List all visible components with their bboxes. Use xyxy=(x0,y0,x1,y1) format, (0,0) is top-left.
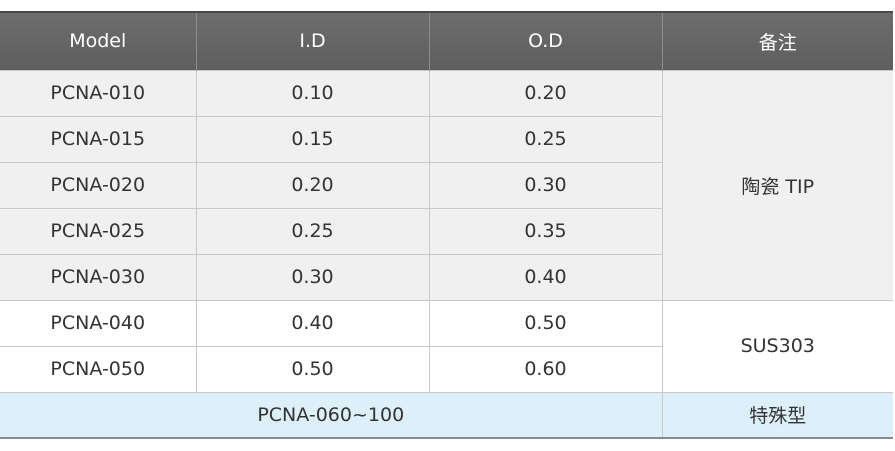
cell-id: 0.15 xyxy=(195,115,430,163)
table-row-special: PCNA-060~100 特殊型 xyxy=(0,391,893,439)
nozzle-spec-table: Model I.D O.D 备注 PCNA-010 0.10 0.20 陶瓷 T… xyxy=(0,11,893,439)
cell-model: PCNA-015 xyxy=(0,115,197,163)
cell-remark-ceramic: 陶瓷 TIP xyxy=(661,69,893,301)
cell-model: PCNA-025 xyxy=(0,207,197,255)
cell-od: 0.50 xyxy=(428,299,663,347)
cell-id: 0.40 xyxy=(195,299,430,347)
cell-model: PCNA-020 xyxy=(0,161,197,209)
cell-od: 0.40 xyxy=(428,253,662,301)
cell-model: PCNA-010 xyxy=(0,69,197,117)
cell-od: 0.35 xyxy=(428,207,662,255)
cell-remark-sus: SUS303 xyxy=(661,299,893,393)
cell-remark-special: 特殊型 xyxy=(661,391,893,439)
table-row: PCNA-010 0.10 0.20 陶瓷 TIP xyxy=(0,69,893,301)
cell-id: 0.10 xyxy=(195,69,430,117)
cell-id: 0.20 xyxy=(195,161,430,209)
header-inner-diameter: I.D xyxy=(195,11,430,70)
cell-model-range: PCNA-060~100 xyxy=(0,391,663,439)
cell-od: 0.30 xyxy=(428,161,662,209)
cell-id: 0.30 xyxy=(195,253,430,301)
table-row: PCNA-040 0.40 0.50 SUS303 xyxy=(0,299,893,393)
cell-od: 0.25 xyxy=(428,115,662,163)
header-outer-diameter: O.D xyxy=(428,11,663,70)
cell-id: 0.50 xyxy=(195,345,430,393)
cell-model: PCNA-050 xyxy=(0,345,197,393)
table-header-row: Model I.D O.D 备注 xyxy=(0,11,893,70)
cell-id: 0.25 xyxy=(195,207,430,255)
spec-table-wrapper: Model I.D O.D 备注 PCNA-010 0.10 0.20 陶瓷 T… xyxy=(0,11,893,439)
cell-od: 0.20 xyxy=(428,69,663,117)
table-row: PCNA-050 0.50 0.60 xyxy=(0,345,893,393)
table-row: PCNA-025 0.25 0.35 xyxy=(0,207,893,255)
cell-model: PCNA-040 xyxy=(0,299,197,347)
cell-od: 0.60 xyxy=(428,345,662,393)
header-model: Model xyxy=(0,11,197,70)
table-row: PCNA-030 0.30 0.40 xyxy=(0,253,893,301)
cell-model: PCNA-030 xyxy=(0,253,197,301)
header-remarks: 备注 xyxy=(661,11,893,70)
